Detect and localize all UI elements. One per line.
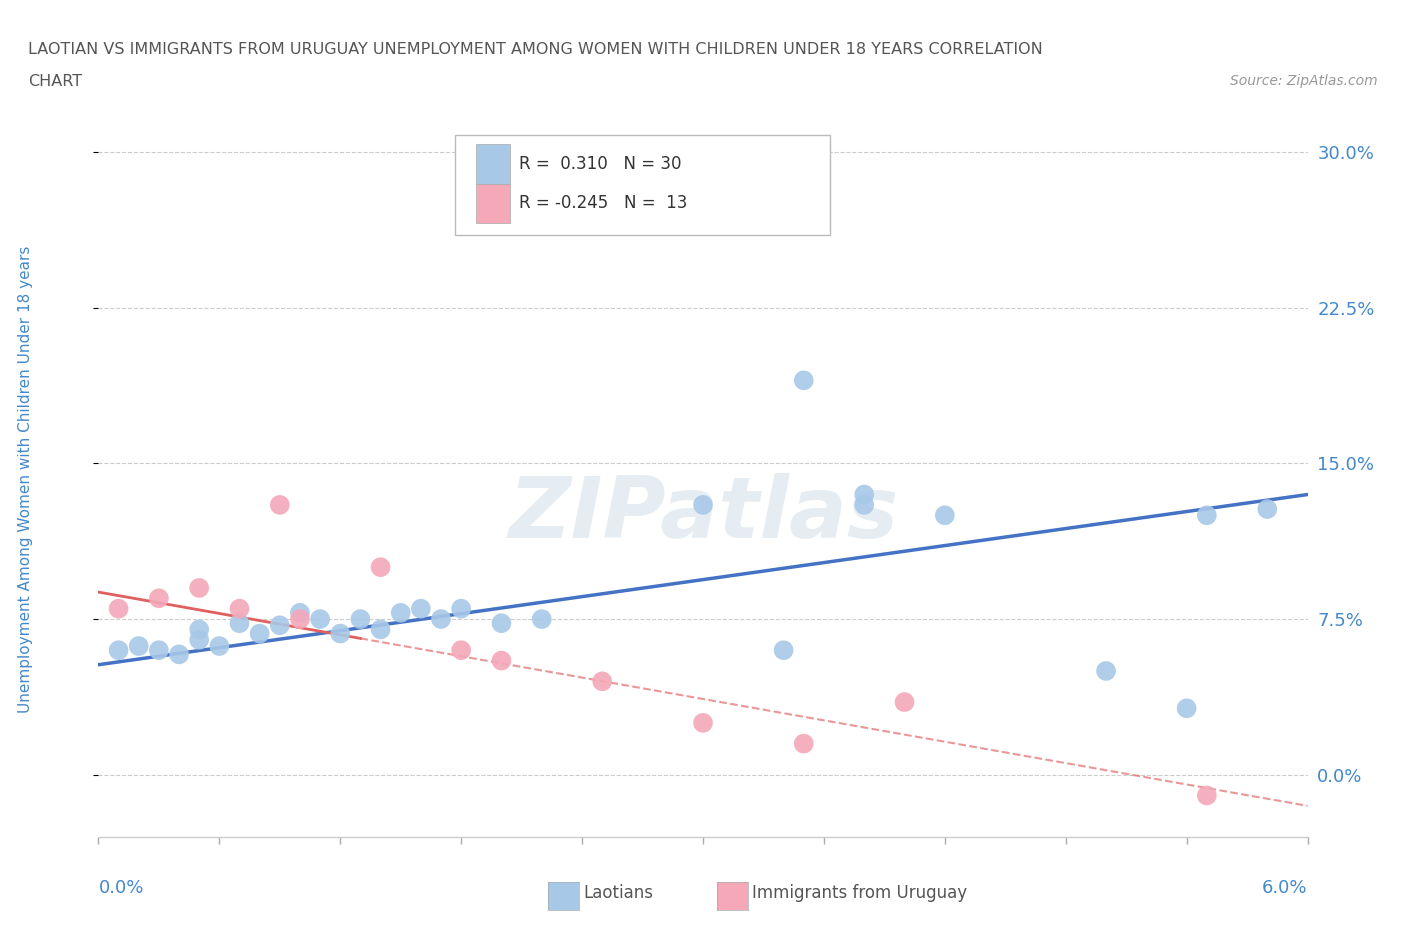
Text: ZIPatlas: ZIPatlas: [508, 473, 898, 556]
Point: [591, 674, 613, 689]
Point: [934, 508, 956, 523]
Point: [1175, 701, 1198, 716]
Point: [450, 601, 472, 616]
Point: [329, 626, 352, 641]
Point: [269, 498, 291, 512]
Text: LAOTIAN VS IMMIGRANTS FROM URUGUAY UNEMPLOYMENT AMONG WOMEN WITH CHILDREN UNDER : LAOTIAN VS IMMIGRANTS FROM URUGUAY UNEMP…: [28, 42, 1043, 57]
Point: [188, 622, 211, 637]
FancyBboxPatch shape: [475, 183, 509, 223]
Point: [288, 605, 311, 620]
Point: [491, 616, 513, 631]
FancyBboxPatch shape: [475, 144, 509, 183]
Text: 0.0%: 0.0%: [98, 879, 143, 897]
Text: 6.0%: 6.0%: [1263, 879, 1308, 897]
Text: Laotians: Laotians: [583, 884, 654, 902]
Point: [288, 612, 311, 627]
Point: [309, 612, 332, 627]
Point: [491, 653, 513, 668]
Point: [148, 643, 170, 658]
Point: [370, 560, 392, 575]
Point: [128, 639, 150, 654]
Point: [893, 695, 915, 710]
Point: [772, 643, 794, 658]
Point: [389, 605, 412, 620]
Point: [793, 737, 815, 751]
Text: Source: ZipAtlas.com: Source: ZipAtlas.com: [1230, 74, 1378, 88]
Text: Unemployment Among Women with Children Under 18 years: Unemployment Among Women with Children U…: [18, 246, 32, 712]
Point: [1195, 788, 1218, 803]
Point: [188, 580, 211, 595]
Point: [269, 618, 291, 632]
Point: [692, 498, 714, 512]
Point: [148, 591, 170, 605]
Text: CHART: CHART: [28, 74, 82, 89]
Point: [430, 612, 453, 627]
FancyBboxPatch shape: [456, 135, 830, 235]
Point: [631, 153, 654, 167]
Text: R =  0.310   N = 30: R = 0.310 N = 30: [519, 155, 682, 173]
Text: Immigrants from Uruguay: Immigrants from Uruguay: [752, 884, 967, 902]
Point: [370, 622, 392, 637]
Point: [107, 643, 129, 658]
Point: [793, 373, 815, 388]
Point: [188, 632, 211, 647]
Point: [409, 601, 432, 616]
Point: [530, 612, 553, 627]
Point: [1256, 501, 1278, 516]
Point: [692, 715, 714, 730]
Text: R = -0.245   N =  13: R = -0.245 N = 13: [519, 194, 688, 212]
Point: [167, 647, 190, 662]
Point: [228, 616, 250, 631]
Point: [228, 601, 250, 616]
Point: [853, 487, 876, 502]
Point: [349, 612, 371, 627]
Point: [1095, 663, 1118, 678]
Point: [208, 639, 231, 654]
Point: [249, 626, 271, 641]
Point: [107, 601, 129, 616]
Point: [1195, 508, 1218, 523]
Point: [853, 498, 876, 512]
Point: [450, 643, 472, 658]
